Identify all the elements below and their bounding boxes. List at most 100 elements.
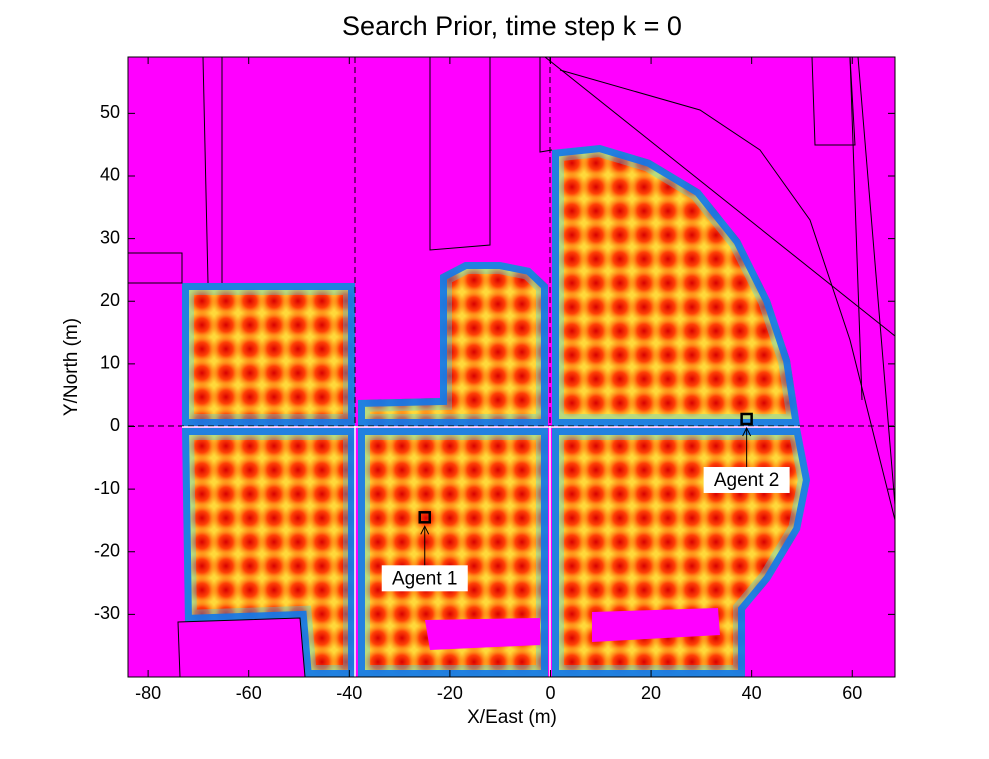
prior-blob — [411, 503, 441, 533]
x-tick-label: -40 — [336, 683, 362, 703]
prior-blob — [581, 527, 611, 557]
prior-blob — [557, 479, 587, 509]
region-edge — [552, 145, 800, 426]
prior-blob — [701, 388, 731, 418]
prior-blob — [653, 316, 683, 346]
prior-blob — [235, 527, 265, 557]
prior-blob — [701, 316, 731, 346]
x-axis-label: X/East (m) — [467, 707, 557, 728]
building-outline — [559, 69, 895, 521]
prior-blob — [605, 575, 635, 605]
prior-blob — [677, 196, 707, 226]
agent-arrowhead — [420, 525, 430, 535]
prior-blob — [581, 340, 611, 370]
prior-blob — [605, 455, 635, 485]
prior-blob — [629, 220, 659, 250]
prior-blob — [283, 455, 313, 485]
prior-blob — [629, 647, 659, 677]
prior-blob — [581, 551, 611, 581]
prior-blob — [653, 527, 683, 557]
prior-blob — [581, 316, 611, 346]
overlay: -80 -60 -40 -20 0 20 40 60 -30 -20 -10 0 10 20 30 40 50 A… — [94, 56, 896, 703]
prior-blob — [387, 479, 417, 509]
prior-blob — [235, 334, 265, 364]
prior-blob — [677, 340, 707, 370]
prior-blob — [605, 479, 635, 509]
prior-blob — [363, 527, 393, 557]
prior-blob — [677, 431, 707, 461]
prior-blob — [483, 337, 513, 367]
prior-blob — [677, 647, 707, 677]
prior-blob — [507, 313, 537, 343]
prior-blob — [387, 503, 417, 533]
region-edge — [552, 428, 810, 677]
prior-blob — [507, 431, 537, 461]
prior-blob — [507, 385, 537, 415]
prior-blob — [235, 286, 265, 316]
prior-blob — [459, 527, 489, 557]
prior-blob — [605, 316, 635, 346]
prior-blob — [605, 340, 635, 370]
prior-blob — [653, 575, 683, 605]
prior-blob — [725, 268, 755, 298]
prior-blob — [677, 316, 707, 346]
prior-blob — [259, 503, 289, 533]
prior-blob — [211, 431, 241, 461]
prior-blob — [435, 503, 465, 533]
prior-blob — [629, 575, 659, 605]
prior-blob — [483, 527, 513, 557]
prior-blob — [283, 551, 313, 581]
prior-blob — [677, 575, 707, 605]
x-tick-label: -20 — [437, 683, 463, 703]
prior-blob — [259, 479, 289, 509]
prior-blob — [749, 364, 779, 394]
prior-blob — [653, 220, 683, 250]
prior-blob — [307, 479, 337, 509]
prior-blob — [235, 358, 265, 388]
prior-blob — [235, 431, 265, 461]
prior-blob — [725, 388, 755, 418]
prior-blob — [605, 220, 635, 250]
prior-blob — [677, 455, 707, 485]
region-edge-inner — [552, 428, 810, 677]
prior-blob — [507, 455, 537, 485]
prior-blob — [653, 292, 683, 322]
prior-blob — [187, 431, 217, 461]
prior-blob — [605, 388, 635, 418]
prior-blob — [435, 647, 465, 677]
prior-blob — [629, 479, 659, 509]
prior-blob — [557, 527, 587, 557]
prior-blob — [211, 479, 241, 509]
prior-blob — [459, 361, 489, 391]
agent-label: Agent 2 — [714, 470, 780, 491]
prior-blob — [677, 244, 707, 274]
prior-blob — [387, 623, 417, 653]
building-outline — [202, 57, 209, 284]
plot-area — [128, 57, 895, 677]
prior-blob — [557, 196, 587, 226]
region-edge — [358, 262, 548, 426]
prior-blob — [283, 527, 313, 557]
prior-blob — [211, 334, 241, 364]
prior-blob — [677, 479, 707, 509]
prior-blob — [307, 575, 337, 605]
prior-blob — [483, 503, 513, 533]
x-tick-label: 60 — [842, 683, 862, 703]
prior-blob — [725, 527, 755, 557]
prior-blob — [605, 364, 635, 394]
prior-blob — [557, 220, 587, 250]
prior-blob — [435, 479, 465, 509]
prior-blob — [653, 364, 683, 394]
prior-blob — [749, 388, 779, 418]
x-tick-label: 0 — [545, 683, 555, 703]
prior-blob — [605, 647, 635, 677]
prior-blob — [211, 310, 241, 340]
prior-blob — [701, 244, 731, 274]
prior-blob — [307, 334, 337, 364]
prior-blob — [387, 431, 417, 461]
prior-blob — [363, 455, 393, 485]
prior-blob — [283, 286, 313, 316]
prior-blob — [581, 431, 611, 461]
prior-blob — [459, 455, 489, 485]
